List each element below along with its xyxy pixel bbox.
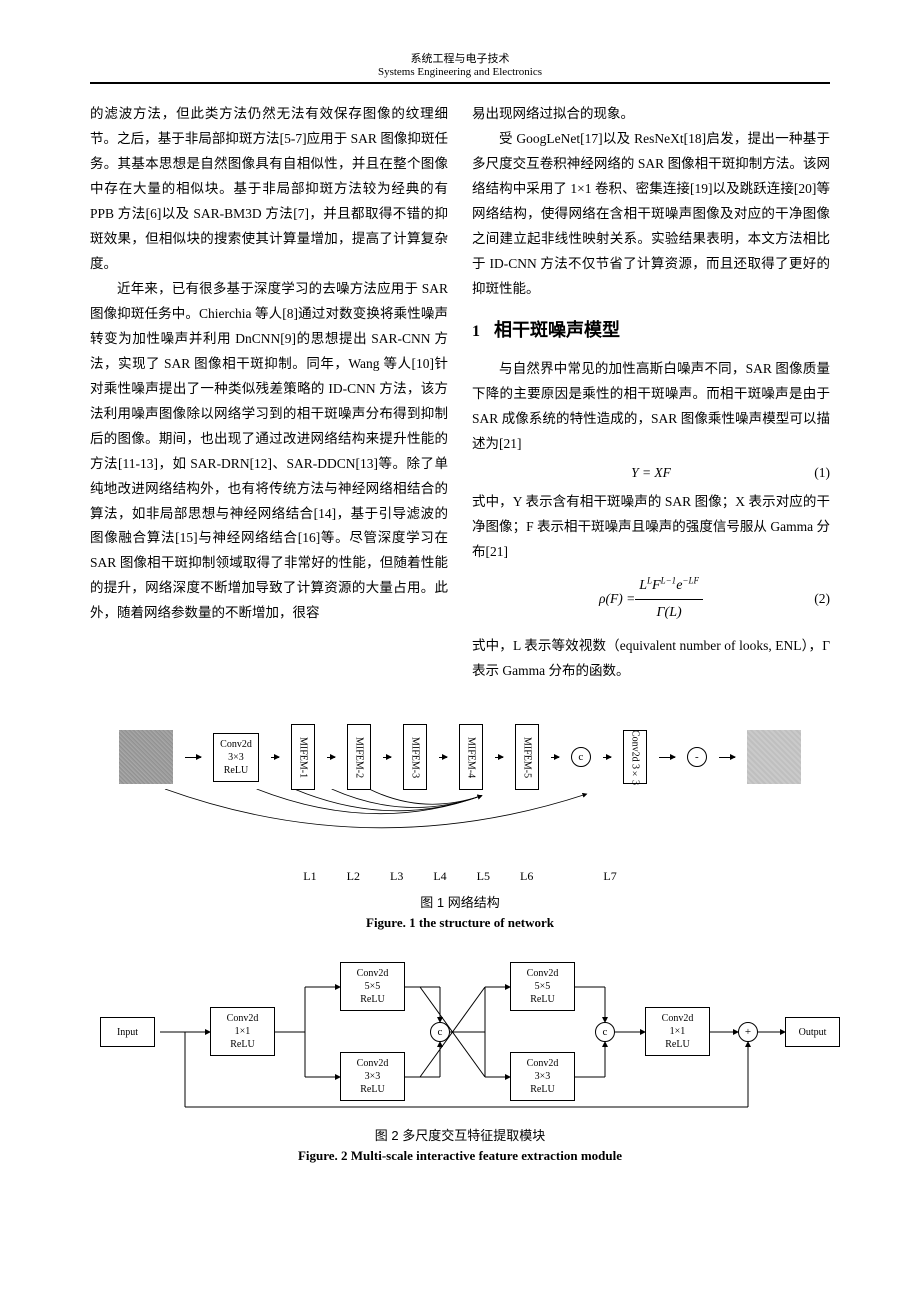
fig1-caption-zh: 图 1 网络结构 (90, 892, 830, 911)
mifem-block: MIFEM-1 (291, 724, 315, 790)
conv-block-2: Conv2d 3×3 (623, 730, 647, 784)
mifem-block: MIFEM-3 (403, 724, 427, 790)
fig2-caption-en: Figure. 2 Multi-scale interactive featur… (90, 1148, 830, 1164)
mifem-block: MIFEM-2 (347, 724, 371, 790)
clean-image-tile (747, 730, 801, 784)
conv1x1-block: Conv2d1×1ReLU (645, 1007, 710, 1056)
left-column: 的滤波方法，但此类方法仍然无法有效保存图像的纹理细节。之后，基于非局部抑斑方法[… (90, 102, 448, 684)
concat-node: c (571, 747, 591, 767)
para: 近年来，已有很多基于深度学习的去噪方法应用于 SAR 图像抑斑任务中。Chier… (90, 277, 448, 627)
right-column: 易出现网络过拟合的现象。 受 GoogLeNet[17]以及 ResNeXt[1… (472, 102, 830, 684)
input-block: Input (100, 1017, 155, 1047)
conv3x3-block: Conv2d3×3ReLU (510, 1052, 575, 1101)
page-header: 系统工程与电子技术 Systems Engineering and Electr… (90, 50, 830, 78)
concat-node: c (430, 1022, 450, 1042)
figure-1: Conv2d 3×3 ReLU MIFEM-1 MIFEM-2 MIFEM-3 … (90, 704, 830, 884)
section-title-text: 相干斑噪声模型 (494, 314, 620, 347)
output-block: Output (785, 1017, 840, 1047)
fig1-caption-en: Figure. 1 the structure of network (90, 915, 830, 931)
para: 与自然界中常见的加性高斯白噪声不同，SAR 图像质量下降的主要原因是乘性的相干斑… (472, 357, 830, 457)
main-columns: 的滤波方法，但此类方法仍然无法有效保存图像的纹理细节。之后，基于非局部抑斑方法[… (90, 102, 830, 684)
figure-1-labels: L1 L2 L3 L4 L5 L6 L7 (90, 869, 830, 884)
mifem-block: MIFEM-5 (515, 724, 539, 790)
header-zh: 系统工程与电子技术 (90, 50, 830, 66)
equation-2: ρ(F) = LLFL−1e−LF Γ(L) (2) (472, 573, 830, 626)
section-num: 1 (472, 317, 480, 347)
para: 易出现网络过拟合的现象。 (472, 102, 830, 127)
para: 的滤波方法，但此类方法仍然无法有效保存图像的纹理细节。之后，基于非局部抑斑方法[… (90, 102, 448, 277)
plus-node: + (738, 1022, 758, 1042)
conv5x5-block: Conv2d5×5ReLU (510, 962, 575, 1011)
para: 受 GoogLeNet[17]以及 ResNeXt[18]启发，提出一种基于多尺… (472, 127, 830, 302)
para: 式中，Y 表示含有相干斑噪声的 SAR 图像；X 表示对应的干净图像；F 表示相… (472, 490, 830, 565)
header-divider (90, 82, 830, 84)
figure-2: Input Conv2d1×1ReLU Conv2d5×5ReLU Conv2d… (90, 947, 830, 1117)
header-en: Systems Engineering and Electronics (90, 66, 830, 78)
equation-1: Y = XF (1) (472, 461, 830, 486)
conv5x5-block: Conv2d5×5ReLU (340, 962, 405, 1011)
noisy-image-tile (119, 730, 173, 784)
mifem-block: MIFEM-4 (459, 724, 483, 790)
para: 式中，L 表示等效视数（equivalent number of looks, … (472, 634, 830, 684)
conv3x3-block: Conv2d3×3ReLU (340, 1052, 405, 1101)
conv1x1-block: Conv2d1×1ReLU (210, 1007, 275, 1056)
minus-node: - (687, 747, 707, 767)
conv-block: Conv2d 3×3 ReLU (213, 733, 259, 782)
section-heading: 1 相干斑噪声模型 (472, 314, 830, 347)
fig2-caption-zh: 图 2 多尺度交互特征提取模块 (90, 1125, 830, 1144)
concat-node: c (595, 1022, 615, 1042)
